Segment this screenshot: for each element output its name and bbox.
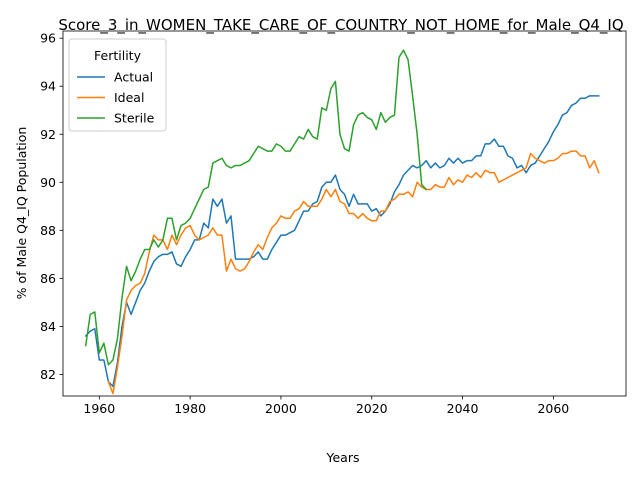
y-tick-label: 84 (40, 319, 56, 334)
legend-label-ideal: Ideal (114, 90, 144, 105)
legend-box (68, 38, 167, 132)
x-tick-label: 1980 (174, 401, 206, 416)
series-line-ideal (107, 150, 600, 395)
series-line-actual (84, 95, 600, 388)
legend-label-actual: Actual (114, 70, 153, 85)
y-tick-label: 94 (40, 79, 56, 94)
plot-area (84, 49, 600, 395)
x-tick-label: 2000 (265, 401, 297, 416)
x-axis-label: Years (326, 450, 360, 465)
legend-title: Fertility (94, 48, 142, 63)
x-tick-label: 2020 (356, 401, 388, 416)
series-line-sterile (84, 49, 428, 366)
chart-title: Score_3_in_WOMEN_TAKE_CARE_OF_COUNTRY_NO… (58, 16, 623, 35)
y-tick-label: 82 (40, 367, 56, 382)
y-axis-label: % of Male Q4_IQ Population (14, 127, 29, 300)
legend: Fertility Actual Ideal Sterile (68, 38, 167, 132)
y-tick-label: 96 (40, 31, 56, 46)
x-tick-label: 2060 (537, 401, 569, 416)
y-tick-label: 92 (40, 127, 56, 142)
legend-label-sterile: Sterile (114, 111, 155, 126)
axes-frame (62, 30, 627, 397)
x-tick-label: 1960 (83, 401, 115, 416)
y-tick-label: 88 (40, 223, 56, 238)
y-tick-label: 86 (40, 271, 56, 286)
axes: 1960 1980 2000 2020 2040 2060 82 84 86 88 90 92 94 96 (40, 30, 627, 416)
x-tick-label: 2040 (447, 401, 479, 416)
y-tick-label: 90 (40, 175, 56, 190)
